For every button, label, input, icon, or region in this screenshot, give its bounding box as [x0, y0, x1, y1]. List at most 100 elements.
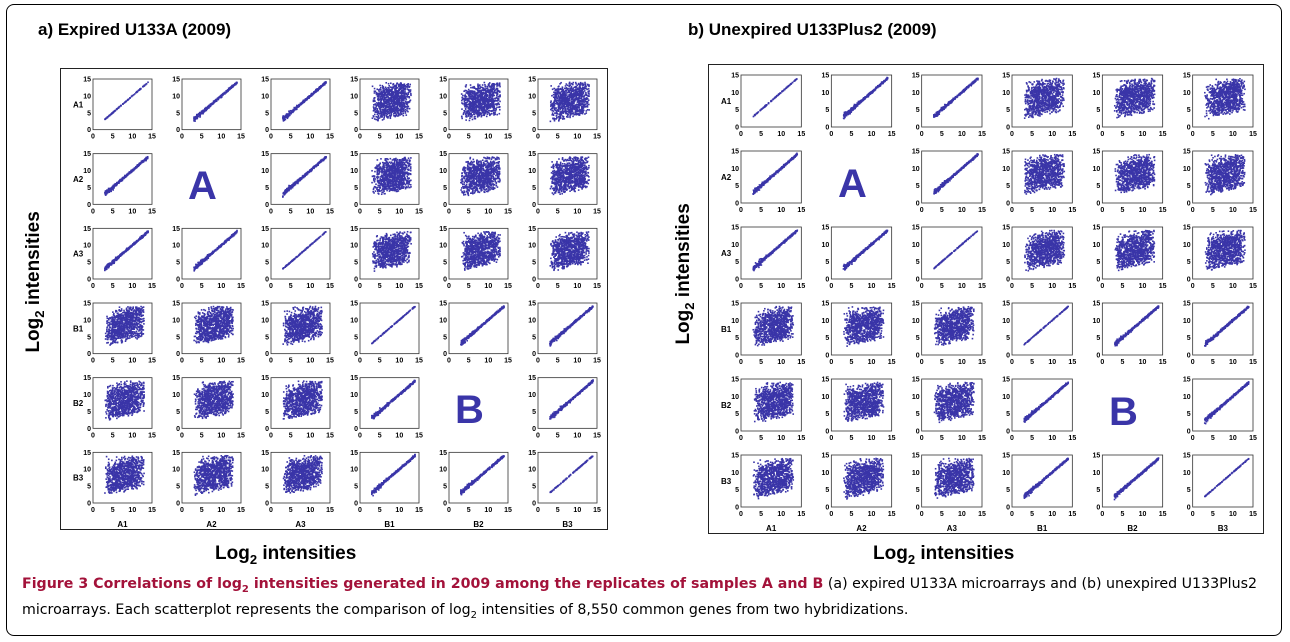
- x-tick-label: 15: [978, 359, 986, 366]
- y-tick-label: 15: [261, 151, 269, 158]
- scatter-points: [282, 81, 327, 122]
- scatter-points: [1114, 229, 1156, 272]
- row-label-B2: B2: [73, 399, 84, 408]
- x-tick-label: 0: [447, 208, 451, 215]
- y-tick-label: 10: [172, 93, 180, 100]
- y-tick-label: 0: [443, 202, 447, 209]
- y-tick-label: 0: [1006, 201, 1010, 208]
- scatter-cell-B2-A3: 0 5 10 15 0 5 10 15: [912, 377, 986, 443]
- x-tick-label: 10: [128, 507, 136, 514]
- y-tick-label: 0: [825, 505, 829, 512]
- scatter-points: [371, 156, 412, 196]
- x-tick-label: 15: [888, 511, 896, 518]
- y-tick-label: 0: [87, 127, 91, 134]
- y-tick-label: 10: [1183, 394, 1191, 401]
- x-tick-label: 15: [1159, 283, 1167, 290]
- scatter-points: [843, 306, 885, 347]
- y-tick-label: 5: [87, 409, 91, 416]
- y-tick-label: 0: [1187, 353, 1191, 360]
- y-tick-label: 5: [87, 484, 91, 491]
- x-tick-label: 10: [128, 208, 136, 215]
- x-tick-label: 15: [415, 208, 423, 215]
- scatter-points: [1023, 305, 1069, 346]
- scatter-points: [104, 155, 149, 196]
- x-tick-label: 10: [958, 511, 966, 518]
- x-tick-label: 15: [797, 207, 805, 214]
- x-tick-label: 10: [128, 358, 136, 365]
- x-tick-label: 15: [1249, 283, 1257, 290]
- y-tick-label: 0: [176, 127, 180, 134]
- x-tick-label: 0: [536, 283, 540, 290]
- x-tick-label: 10: [1048, 511, 1056, 518]
- x-tick-label: 15: [326, 134, 334, 141]
- x-tick-label: 0: [536, 208, 540, 215]
- x-tick-label: 5: [1030, 511, 1034, 518]
- y-tick-label: 5: [1187, 107, 1191, 114]
- y-tick-label: 5: [1187, 259, 1191, 266]
- scatter-points: [282, 380, 323, 420]
- x-tick-label: 15: [504, 507, 512, 514]
- scatter-cell-B3-B1: 0 5 10 15 0 5 10 15: [1002, 453, 1076, 519]
- x-tick-label: 5: [289, 432, 293, 439]
- col-label-A1: A1: [766, 524, 777, 533]
- row-label-B3: B3: [73, 474, 84, 483]
- x-tick-label: 10: [777, 359, 785, 366]
- x-tick-label: 5: [759, 207, 763, 214]
- col-label-A3: A3: [295, 520, 306, 529]
- x-tick-label: 15: [593, 283, 601, 290]
- x-tick-label: 10: [573, 358, 581, 365]
- y-tick-label: 15: [172, 301, 180, 308]
- y-tick-label: 10: [1183, 318, 1191, 325]
- y-tick-label: 10: [261, 392, 269, 399]
- y-tick-label: 10: [528, 317, 536, 324]
- matrix-frame: 0 5 10 15 0 5 10 15 A1 0 5 10 15 0 5 10 15 0 5 10 15 0 5 10 15 0 5…: [708, 64, 1264, 534]
- x-tick-label: 0: [829, 283, 833, 290]
- y-tick-label: 0: [1006, 429, 1010, 436]
- y-tick-label: 0: [265, 501, 269, 508]
- y-tick-label: 0: [1096, 201, 1100, 208]
- x-tick-label: 10: [306, 358, 314, 365]
- scatter-points: [104, 230, 149, 272]
- y-tick-label: 15: [261, 375, 269, 382]
- x-tick-label: 5: [1211, 131, 1215, 138]
- x-tick-label: 10: [484, 507, 492, 514]
- x-tick-label: 15: [504, 208, 512, 215]
- x-tick-label: 0: [920, 435, 924, 442]
- x-tick-label: 15: [326, 358, 334, 365]
- x-tick-label: 5: [759, 283, 763, 290]
- y-tick-label: 5: [825, 259, 829, 266]
- x-tick-label: 5: [1030, 359, 1034, 366]
- x-tick-label: 15: [326, 507, 334, 514]
- x-tick-label: 0: [269, 358, 273, 365]
- x-tick-label: 5: [111, 358, 115, 365]
- y-tick-label: 15: [1002, 453, 1010, 460]
- y-tick-label: 10: [350, 243, 358, 250]
- scatter-points: [1204, 154, 1246, 196]
- scatter-cell-B1-B2: 0 5 10 15 0 5 10 15: [1093, 301, 1167, 367]
- x-tick-label: 10: [573, 432, 581, 439]
- scatter-cell-B2-B1: 0 5 10 15 0 5 10 15: [350, 375, 423, 439]
- x-tick-label: 0: [920, 511, 924, 518]
- scatter-cell-A3-B3: 0 5 10 15 0 5 10 15: [1183, 225, 1257, 291]
- y-tick-label: 0: [825, 353, 829, 360]
- y-tick-label: 10: [350, 392, 358, 399]
- y-tick-label: 15: [528, 77, 536, 84]
- x-tick-label: 10: [217, 432, 225, 439]
- x-tick-label: 10: [395, 283, 403, 290]
- y-tick-label: 0: [735, 125, 739, 132]
- x-tick-label: 5: [289, 507, 293, 514]
- y-tick-label: 15: [1183, 453, 1191, 460]
- y-tick-label: 10: [1093, 318, 1101, 325]
- x-tick-label: 5: [556, 507, 560, 514]
- x-tick-label: 0: [1100, 283, 1104, 290]
- x-tick-label: 10: [573, 134, 581, 141]
- y-tick-label: 5: [87, 110, 91, 117]
- scatter-cell-A2-A3: 0 5 10 15 0 5 10 15: [912, 149, 986, 215]
- scatter-points: [1023, 77, 1065, 119]
- scatter-cell-A2-A1: 0 5 10 15 0 5 10 15: [83, 151, 156, 215]
- col-label-A3: A3: [947, 524, 958, 533]
- caption-body-2: intensities of 8,550 common genes from t…: [477, 602, 909, 618]
- x-tick-label: 10: [1048, 207, 1056, 214]
- y-tick-label: 15: [1183, 301, 1191, 308]
